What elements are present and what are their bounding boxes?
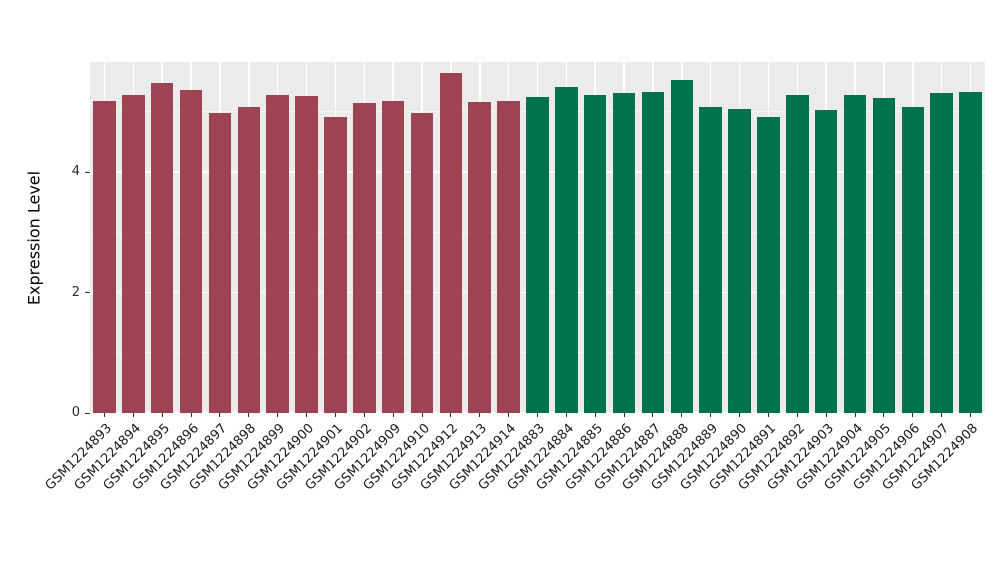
bar — [555, 87, 578, 413]
bar — [786, 94, 809, 413]
bar — [728, 108, 751, 413]
x-tick-mark — [508, 413, 510, 417]
bar — [93, 100, 116, 413]
x-tick-mark — [219, 413, 221, 417]
x-tick-mark — [363, 413, 365, 417]
x-tick-mark — [796, 413, 798, 417]
x-tick-mark — [421, 413, 423, 417]
x-tick-mark — [594, 413, 596, 417]
bar — [814, 110, 838, 413]
x-tick-mark — [190, 413, 192, 417]
bar — [843, 94, 867, 413]
x-tick-mark — [941, 413, 943, 417]
bar — [295, 95, 318, 413]
bar — [266, 95, 289, 413]
y-tick-mark — [85, 412, 90, 414]
bar — [439, 73, 463, 413]
x-tick-mark — [334, 413, 336, 417]
bar — [612, 93, 636, 413]
bar — [526, 96, 549, 413]
x-tick-mark — [537, 413, 538, 417]
x-tick-mark — [306, 413, 308, 417]
x-tick-mark — [681, 413, 683, 417]
y-tick-label: 4 — [71, 164, 80, 180]
bar — [670, 80, 694, 413]
x-tick-mark — [883, 413, 885, 417]
x-tick-mark — [132, 413, 134, 417]
x-tick-mark — [970, 413, 972, 417]
x-tick-mark — [912, 413, 914, 417]
x-tick-mark — [652, 413, 654, 417]
x-tick-mark — [248, 413, 250, 417]
x-tick-mark — [767, 413, 769, 417]
x-tick-mark — [392, 413, 394, 417]
bar — [353, 102, 376, 413]
bar — [872, 98, 896, 413]
x-tick-mark — [854, 413, 856, 417]
x-tick-mark — [450, 413, 452, 417]
y-tick-label: 2 — [71, 284, 80, 300]
x-tick-mark — [277, 413, 279, 417]
bar — [699, 107, 722, 413]
bar — [150, 83, 174, 413]
bar — [583, 95, 607, 413]
bar — [901, 107, 925, 413]
bar — [959, 91, 982, 413]
x-tick-mark — [161, 413, 163, 417]
x-tick-mark — [103, 413, 105, 417]
bar — [122, 95, 145, 413]
x-tick-mark — [825, 413, 827, 417]
bar — [757, 117, 780, 413]
y-tick-mark — [85, 171, 90, 173]
bar — [930, 93, 953, 413]
y-tick-label: 0 — [71, 405, 80, 420]
x-tick-mark — [623, 413, 625, 417]
x-tick-mark — [479, 413, 481, 417]
bar — [410, 113, 434, 413]
bar — [237, 107, 261, 413]
bar — [497, 100, 520, 413]
y-tick-mark — [85, 292, 90, 294]
x-tick-mark — [565, 413, 567, 417]
bar — [208, 113, 232, 413]
x-tick-mark — [710, 413, 712, 417]
bar — [641, 91, 665, 413]
bar — [179, 90, 203, 413]
bar — [324, 117, 347, 413]
bar — [381, 101, 405, 413]
x-tick-mark — [739, 413, 741, 417]
bar — [468, 102, 491, 413]
plot-area — [90, 62, 985, 414]
